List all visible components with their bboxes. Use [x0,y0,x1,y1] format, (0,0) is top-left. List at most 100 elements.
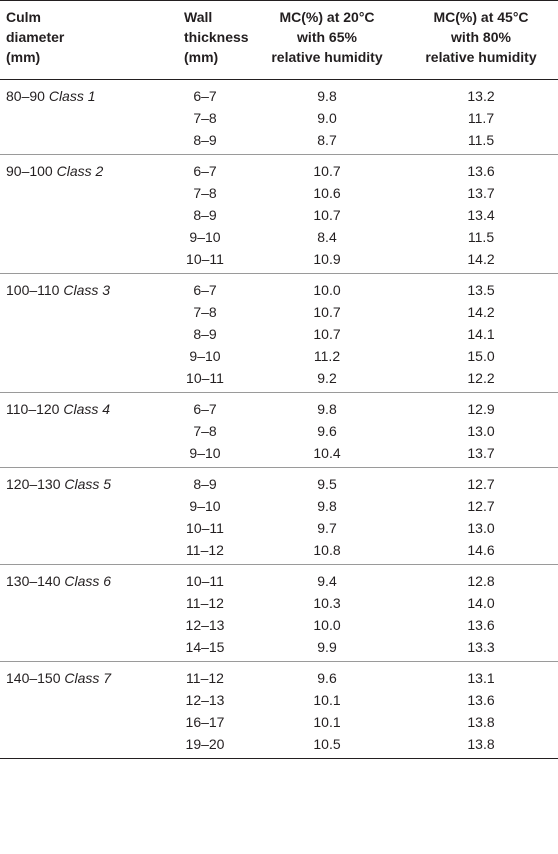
table-row: 120–130 Class 5 8–9 9.5 12.7 [0,468,558,496]
culm-diameter-cell: 130–140 Class 6 [0,565,160,593]
wall-thickness-cell: 7–8 [193,304,217,320]
mc-20c-cell: 10.5 [250,733,404,759]
table-row: 10–11 9.7 13.0 [0,517,558,539]
table-row: 11–12 10.8 14.6 [0,539,558,565]
culm-diameter-range: 140–150 [6,670,61,686]
culm-diameter-cell [0,711,160,733]
class-label: Class 7 [64,670,112,686]
wall-thickness-cell: 9–10 [189,348,221,364]
culm-diameter-range: 90–100 [6,163,53,179]
mc-20c-cell: 9.8 [317,498,337,514]
table-row: 130–140 Class 6 10–11 9.4 12.8 [0,565,558,593]
table-row: 16–17 10.1 13.8 [0,711,558,733]
mc-20c-cell: 10.1 [313,692,341,708]
wall-thickness-cell: 10–11 [160,248,250,274]
table-row: 12–13 10.1 13.6 [0,689,558,711]
culm-diameter-cell [0,495,160,517]
mc-45c-cell: 13.6 [467,617,495,633]
wall-thickness-cell: 8–9 [193,476,217,492]
culm-diameter-cell: 140–150 Class 7 [0,662,160,690]
culm-diameter-range: 120–130 [6,476,61,492]
culm-diameter-cell [0,614,160,636]
mc-45c-cell: 13.2 [467,88,495,104]
wall-thickness-cell: 9–10 [160,442,250,468]
header-wall-thickness: Wall thickness (mm) [160,0,250,80]
culm-diameter-cell [0,592,160,614]
wall-thickness-cell: 7–8 [193,423,217,439]
mc-45c-cell: 12.9 [467,401,495,417]
table-row: 140–150 Class 7 11–12 9.6 13.1 [0,662,558,690]
mc-45c-cell: 12.8 [467,573,495,589]
table-row: 10–11 9.2 12.2 [0,367,558,393]
wall-thickness-cell: 11–12 [160,539,250,565]
mc-45c-cell: 15.0 [467,348,495,364]
wall-thickness-cell: 11–12 [186,670,224,686]
mc-20c-cell: 10.9 [250,248,404,274]
header-row: Culm diameter (mm) Wall thickness (mm) M… [0,0,558,80]
wall-thickness-cell: 16–17 [185,714,225,730]
table-row: 10–11 10.9 14.2 [0,248,558,274]
mc-20c-cell: 8.7 [250,129,404,155]
culm-diameter-cell: 90–100 Class 2 [0,155,160,183]
mc-45c-cell: 14.0 [467,595,495,611]
mc-20c-cell: 10.3 [313,595,341,611]
mc-20c-cell: 10.7 [313,304,341,320]
class-label: Class 5 [64,476,112,492]
wall-thickness-cell: 19–20 [160,733,250,759]
table-row: 11–12 10.3 14.0 [0,592,558,614]
table-row: 110–120 Class 4 6–7 9.8 12.9 [0,393,558,421]
mc-20c-cell: 11.2 [313,348,341,364]
mc-20c-cell: 9.7 [317,520,337,536]
mc-20c-cell: 10.1 [313,714,341,730]
mc-20c-cell: 10.6 [313,185,341,201]
mc-45c-cell: 13.7 [467,185,495,201]
wall-thickness-cell: 10–11 [160,367,250,393]
culm-diameter-cell [0,539,160,565]
culm-diameter-cell [0,442,160,468]
header-culm-diameter: Culm diameter (mm) [0,0,160,80]
mc-20c-cell: 9.9 [250,636,404,662]
table-row: 8–9 8.7 11.5 [0,129,558,155]
mc-20c-cell: 9.4 [317,573,337,589]
mc-20c-cell: 9.5 [317,476,337,492]
culm-diameter-cell [0,248,160,274]
mc-45c-cell: 13.7 [404,442,558,468]
table-row: 7–8 10.6 13.7 [0,182,558,204]
class-label: Class 1 [48,88,96,104]
table-row: 100–110 Class 3 6–7 10.0 13.5 [0,274,558,302]
mc-45c-cell: 13.6 [467,692,495,708]
culm-diameter-cell [0,182,160,204]
culm-diameter-cell [0,301,160,323]
mc-20c-cell: 10.4 [250,442,404,468]
wall-thickness-cell: 10–11 [186,573,224,589]
wall-thickness-cell: 11–12 [186,595,224,611]
class-label: Class 2 [56,163,104,179]
mc-45c-cell: 14.6 [404,539,558,565]
wall-thickness-cell: 6–7 [193,401,217,417]
culm-diameter-cell [0,345,160,367]
mc-45c-cell: 11.5 [467,229,495,245]
wall-thickness-cell: 8–9 [160,129,250,155]
culm-diameter-cell [0,733,160,759]
mc-20c-cell: 9.6 [317,670,337,686]
mc-20c-cell: 10.7 [313,326,341,342]
culm-diameter-cell [0,129,160,155]
mc-45c-cell: 13.0 [467,520,495,536]
mc-20c-cell: 9.0 [317,110,337,126]
mc-20c-cell: 10.8 [250,539,404,565]
header-mc-20c: MC(%) at 20°C with 65% relative humidity [250,0,404,80]
class-label: Class 4 [63,401,111,417]
mc-45c-cell: 13.4 [467,207,495,223]
culm-diameter-cell: 110–120 Class 4 [0,393,160,421]
culm-diameter-cell: 100–110 Class 3 [0,274,160,302]
mc-45c-cell: 13.0 [467,423,495,439]
mc-20c-cell: 9.8 [317,88,337,104]
table-row: 9–10 9.8 12.7 [0,495,558,517]
culm-diameter-cell [0,420,160,442]
wall-thickness-cell: 10–11 [186,520,224,536]
culm-diameter-cell [0,204,160,226]
table-row: 8–9 10.7 13.4 [0,204,558,226]
culm-diameter-cell: 80–90 Class 1 [0,80,160,108]
culm-diameter-cell [0,323,160,345]
mc-45c-cell: 13.3 [404,636,558,662]
